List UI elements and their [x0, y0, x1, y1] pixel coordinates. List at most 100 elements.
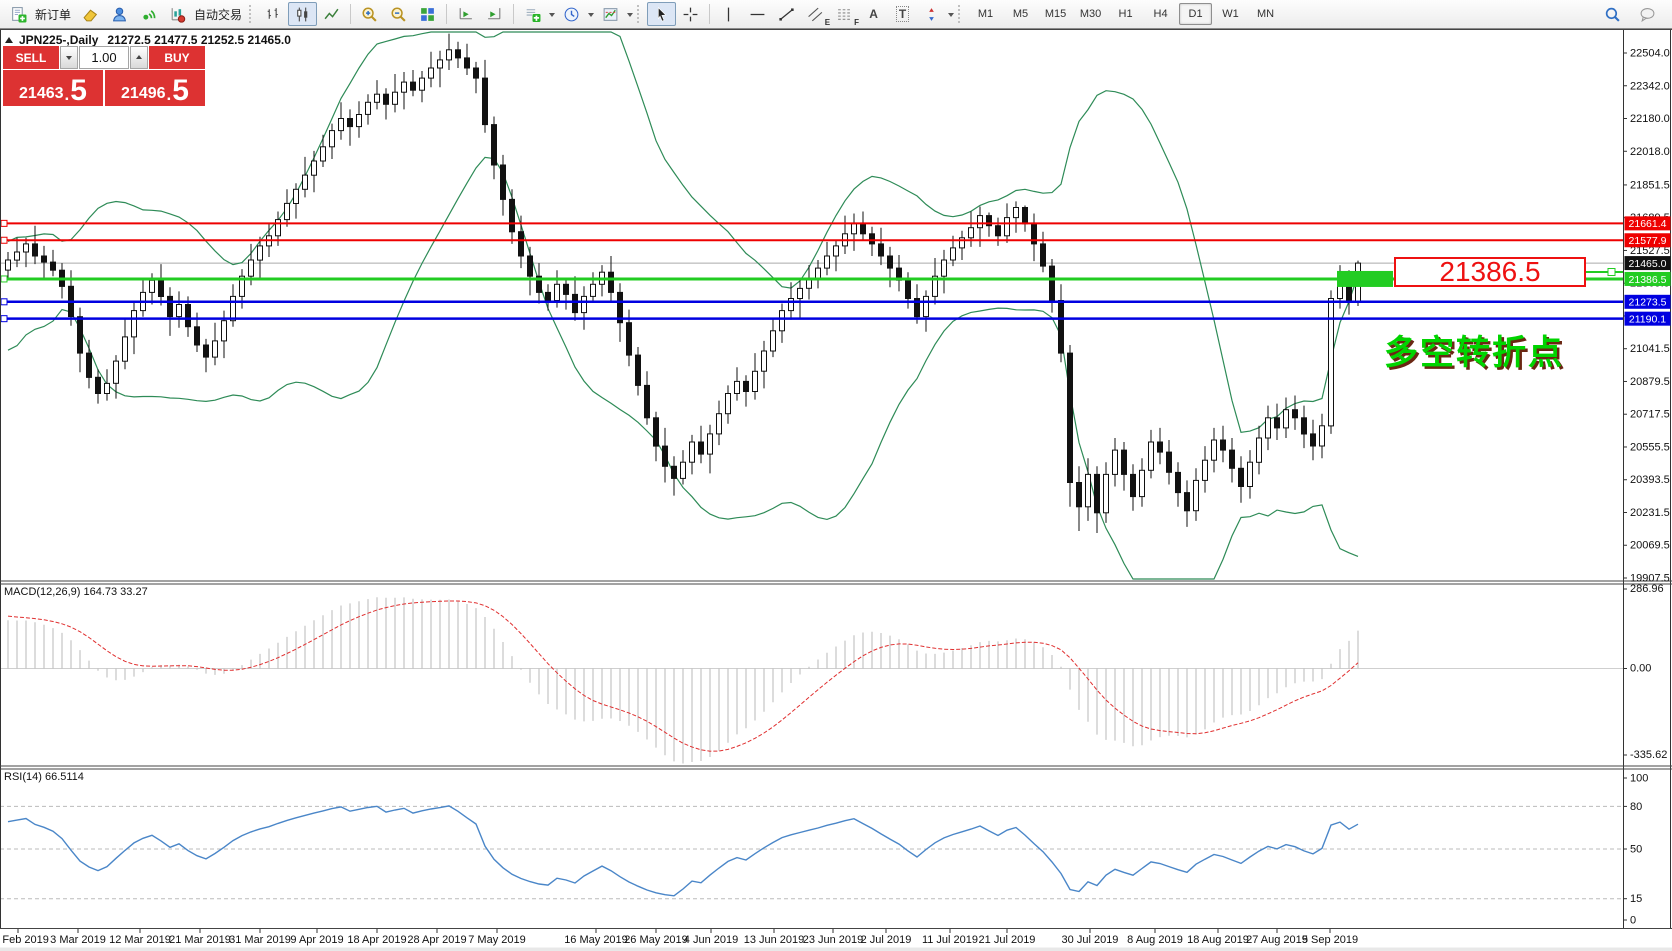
green-zone-box[interactable]: [1337, 270, 1393, 287]
price-callout-box[interactable]: 21386.5: [1394, 257, 1586, 287]
zoom-out-button[interactable]: [384, 2, 413, 26]
bollinger-upper-band: [7, 31, 1359, 433]
channel-letter: E: [824, 18, 831, 27]
ohlc-readout: 21272.5 21477.5 21252.5 21465.0: [107, 33, 291, 47]
chart-shift-button[interactable]: [480, 2, 509, 26]
text-tool-button[interactable]: A: [859, 2, 888, 26]
price-tag[interactable]: [1624, 271, 1671, 286]
toolbar-separator: [513, 4, 515, 24]
new-order-button[interactable]: [4, 2, 33, 26]
timeframe-button-m1[interactable]: M1: [977, 8, 994, 20]
fibonacci-button[interactable]: F: [830, 2, 859, 27]
timeframe-button-w1[interactable]: W1: [1222, 8, 1239, 20]
crosshair-button[interactable]: [676, 2, 705, 26]
horizontal-line-button[interactable]: [743, 2, 772, 26]
date-label: 23 Jun 2019: [803, 934, 864, 946]
timeframe-button-h1[interactable]: H1: [1118, 8, 1133, 20]
indicators-button[interactable]: [518, 2, 547, 26]
sell-price-box[interactable]: 21463 . 5: [3, 70, 103, 106]
date-label: 30 Jul 2019: [1062, 934, 1119, 946]
line-chart-button[interactable]: [317, 2, 346, 26]
date-label: 8 Aug 2019: [1127, 934, 1183, 946]
candlestick-chart-button[interactable]: [288, 2, 318, 26]
cursor-button[interactable]: [647, 2, 677, 26]
price-tag[interactable]: [1624, 256, 1671, 271]
line-handle[interactable]: [0, 236, 8, 244]
volume-input[interactable]: 1.00: [79, 46, 129, 69]
bar-chart-button[interactable]: [259, 2, 288, 26]
chart-annotation-text[interactable]: 多空转折点: [1384, 334, 1564, 372]
search-icon[interactable]: [1598, 2, 1627, 26]
toolbar-handle: [637, 5, 642, 23]
toolbar: 新订单 自动交易 E F A T M1 M5 M15 M30 H1 H4 D1 W1 MN: [0, 0, 1672, 29]
autotrading-button[interactable]: [163, 2, 192, 26]
templates-button[interactable]: [596, 2, 625, 26]
sell-button[interactable]: SELL: [3, 46, 59, 69]
volume-increase-button[interactable]: [130, 46, 148, 69]
sell-price-frac: 5: [70, 74, 87, 107]
trendline-button[interactable]: [772, 2, 801, 26]
bollinger-lower-band: [7, 156, 1359, 580]
metaeditor-icon[interactable]: [76, 2, 105, 26]
buy-price-int: 21496: [121, 85, 166, 103]
signals-icon[interactable]: [134, 2, 163, 26]
price-tag-label: 21661.4: [1629, 218, 1667, 230]
zoom-in-button[interactable]: [355, 2, 384, 26]
price-tag-label: 21386.5: [1629, 274, 1667, 286]
vertical-line-button[interactable]: [714, 2, 743, 26]
chat-icon[interactable]: [1633, 2, 1662, 26]
sell-price-int: 21463: [19, 85, 64, 103]
date-label: 9 Apr 2019: [290, 934, 343, 946]
price-tag-label: 21577.9: [1629, 235, 1667, 247]
price-tag[interactable]: [1624, 233, 1671, 248]
price-tag-label: 21465.0: [1629, 258, 1667, 270]
community-icon[interactable]: [105, 2, 134, 26]
text-label-tool-button[interactable]: T: [888, 2, 917, 26]
connector-handle[interactable]: [1607, 268, 1616, 276]
periods-dropdown-caret[interactable]: [588, 13, 595, 20]
macd-axis-label: 0.00: [1630, 663, 1651, 675]
price-tag[interactable]: [1624, 311, 1671, 326]
volume-decrease-button[interactable]: [60, 46, 78, 69]
collapse-triangle-icon[interactable]: [5, 33, 13, 43]
macd-axis-label: -335.62: [1630, 749, 1667, 761]
line-handle[interactable]: [0, 298, 8, 306]
line-handle[interactable]: [0, 219, 8, 227]
buy-button[interactable]: BUY: [149, 46, 205, 69]
new-order-label[interactable]: 新订单: [35, 7, 72, 22]
timeframe-button-h4[interactable]: H4: [1153, 8, 1168, 20]
periods-button[interactable]: [557, 2, 586, 26]
buy-price-box[interactable]: 21496 . 5: [105, 70, 205, 106]
indicators-dropdown-caret[interactable]: [549, 13, 556, 20]
timeframe-button-m15[interactable]: M15: [1044, 8, 1067, 20]
date-label: 26 May 2019: [624, 934, 688, 946]
one-click-trade-panel: SELL 1.00 BUY 21463 . 5 21496 . 5: [3, 46, 205, 106]
symbol-title-line: JPN225-,Daily 21272.5 21477.5 21252.5 21…: [5, 33, 291, 47]
date-label: 2 Jul 2019: [861, 934, 912, 946]
rsi-indicator-label: RSI(14) 66.5114: [4, 771, 84, 783]
arrows-tool-button[interactable]: [917, 2, 946, 26]
tile-windows-button[interactable]: [413, 2, 442, 26]
line-handle[interactable]: [0, 315, 8, 323]
price-tick-label: 21851.5: [1630, 179, 1670, 191]
timeframe-button-d1[interactable]: D1: [1179, 3, 1213, 25]
timeframe-button-m30[interactable]: M30: [1079, 8, 1102, 20]
line-handle[interactable]: [0, 275, 8, 283]
price-tag[interactable]: [1624, 294, 1671, 309]
rsi-axis-label: 100: [1630, 773, 1648, 785]
price-tick-label: 19907.5: [1630, 573, 1670, 585]
timeframe-button-m5[interactable]: M5: [1012, 8, 1029, 20]
price-tag-label: 21273.5: [1629, 297, 1667, 309]
templates-dropdown-caret[interactable]: [627, 13, 634, 20]
timeframe-button-mn[interactable]: MN: [1256, 8, 1275, 20]
date-label: 28 Apr 2019: [407, 934, 466, 946]
price-tag[interactable]: [1624, 216, 1671, 231]
text-a-glyph: A: [869, 7, 878, 21]
autotrading-label[interactable]: 自动交易: [194, 7, 243, 22]
arrows-dropdown-caret[interactable]: [948, 13, 955, 20]
equidistant-channel-button[interactable]: E: [801, 2, 831, 27]
date-label: 31 Mar 2019: [229, 934, 291, 946]
rsi-axis-label: 0: [1630, 915, 1636, 927]
auto-scroll-button[interactable]: [451, 2, 480, 26]
